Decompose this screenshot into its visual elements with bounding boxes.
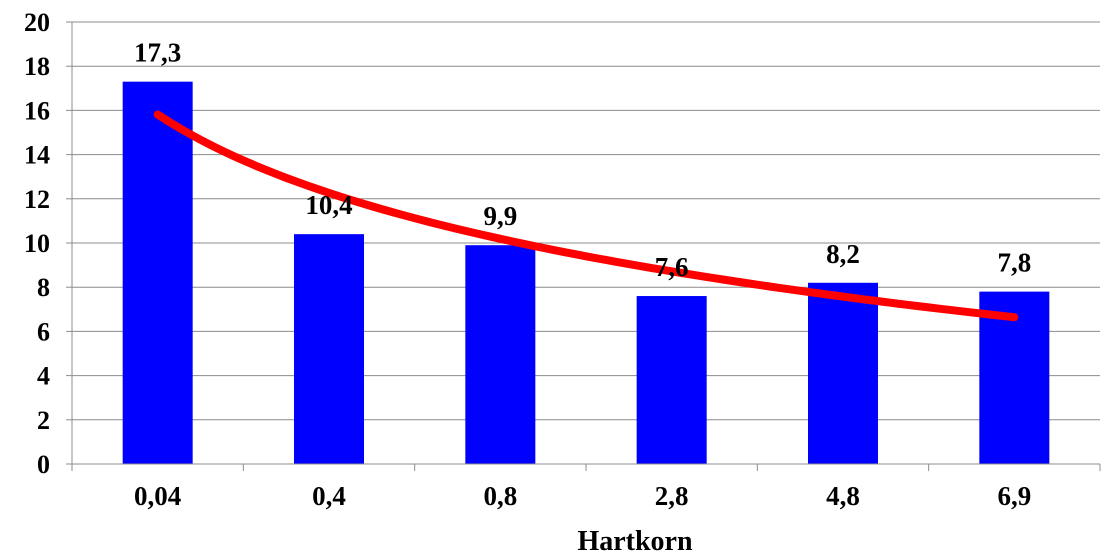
x-tick-label: 6,9 [997, 481, 1031, 511]
bars [122, 81, 1050, 465]
y-tick-label: 4 [37, 362, 50, 391]
bar [465, 245, 536, 464]
y-tick-label: 12 [24, 185, 50, 214]
y-tick-label: 0 [37, 450, 50, 479]
y-tick-labels: 0 2 4 6 8 10 12 14 16 18 20 [24, 8, 50, 479]
y-tick-label: 20 [24, 8, 50, 37]
data-label: 7,6 [655, 252, 689, 282]
y-tick-label: 16 [24, 96, 50, 125]
y-tick-label: 14 [24, 141, 50, 170]
x-tick-label: 0,8 [483, 481, 517, 511]
bar [808, 282, 878, 464]
bar [294, 234, 364, 464]
y-tick-label: 10 [24, 229, 50, 258]
gridlines [72, 21, 1100, 421]
trendline-group [153, 110, 1019, 322]
axes [66, 21, 1101, 471]
bar [122, 81, 193, 465]
x-tick-label: 2,8 [655, 481, 689, 511]
y-tick-label: 8 [37, 273, 50, 302]
bar [636, 296, 707, 464]
y-tick-label: 18 [24, 52, 50, 81]
x-tick-labels: 0,04 0,4 0,8 2,8 4,8 6,9 [134, 481, 1031, 511]
data-label: 8,2 [826, 239, 860, 269]
x-axis-title: Hartkorn [577, 526, 693, 557]
data-labels: 17,3 10,4 9,9 7,6 8,2 7,8 [134, 38, 1031, 282]
y-tick-label: 2 [37, 406, 50, 435]
x-tick-label: 4,8 [826, 481, 860, 511]
x-tick-label: 0,4 [312, 481, 346, 511]
data-label: 17,3 [134, 38, 181, 68]
data-label: 10,4 [305, 190, 352, 220]
data-label: 9,9 [483, 201, 517, 231]
data-label: 7,8 [997, 248, 1031, 278]
trendline [153, 110, 1019, 322]
x-tick-label: 0,04 [134, 481, 181, 511]
y-tick-label: 6 [37, 317, 50, 346]
